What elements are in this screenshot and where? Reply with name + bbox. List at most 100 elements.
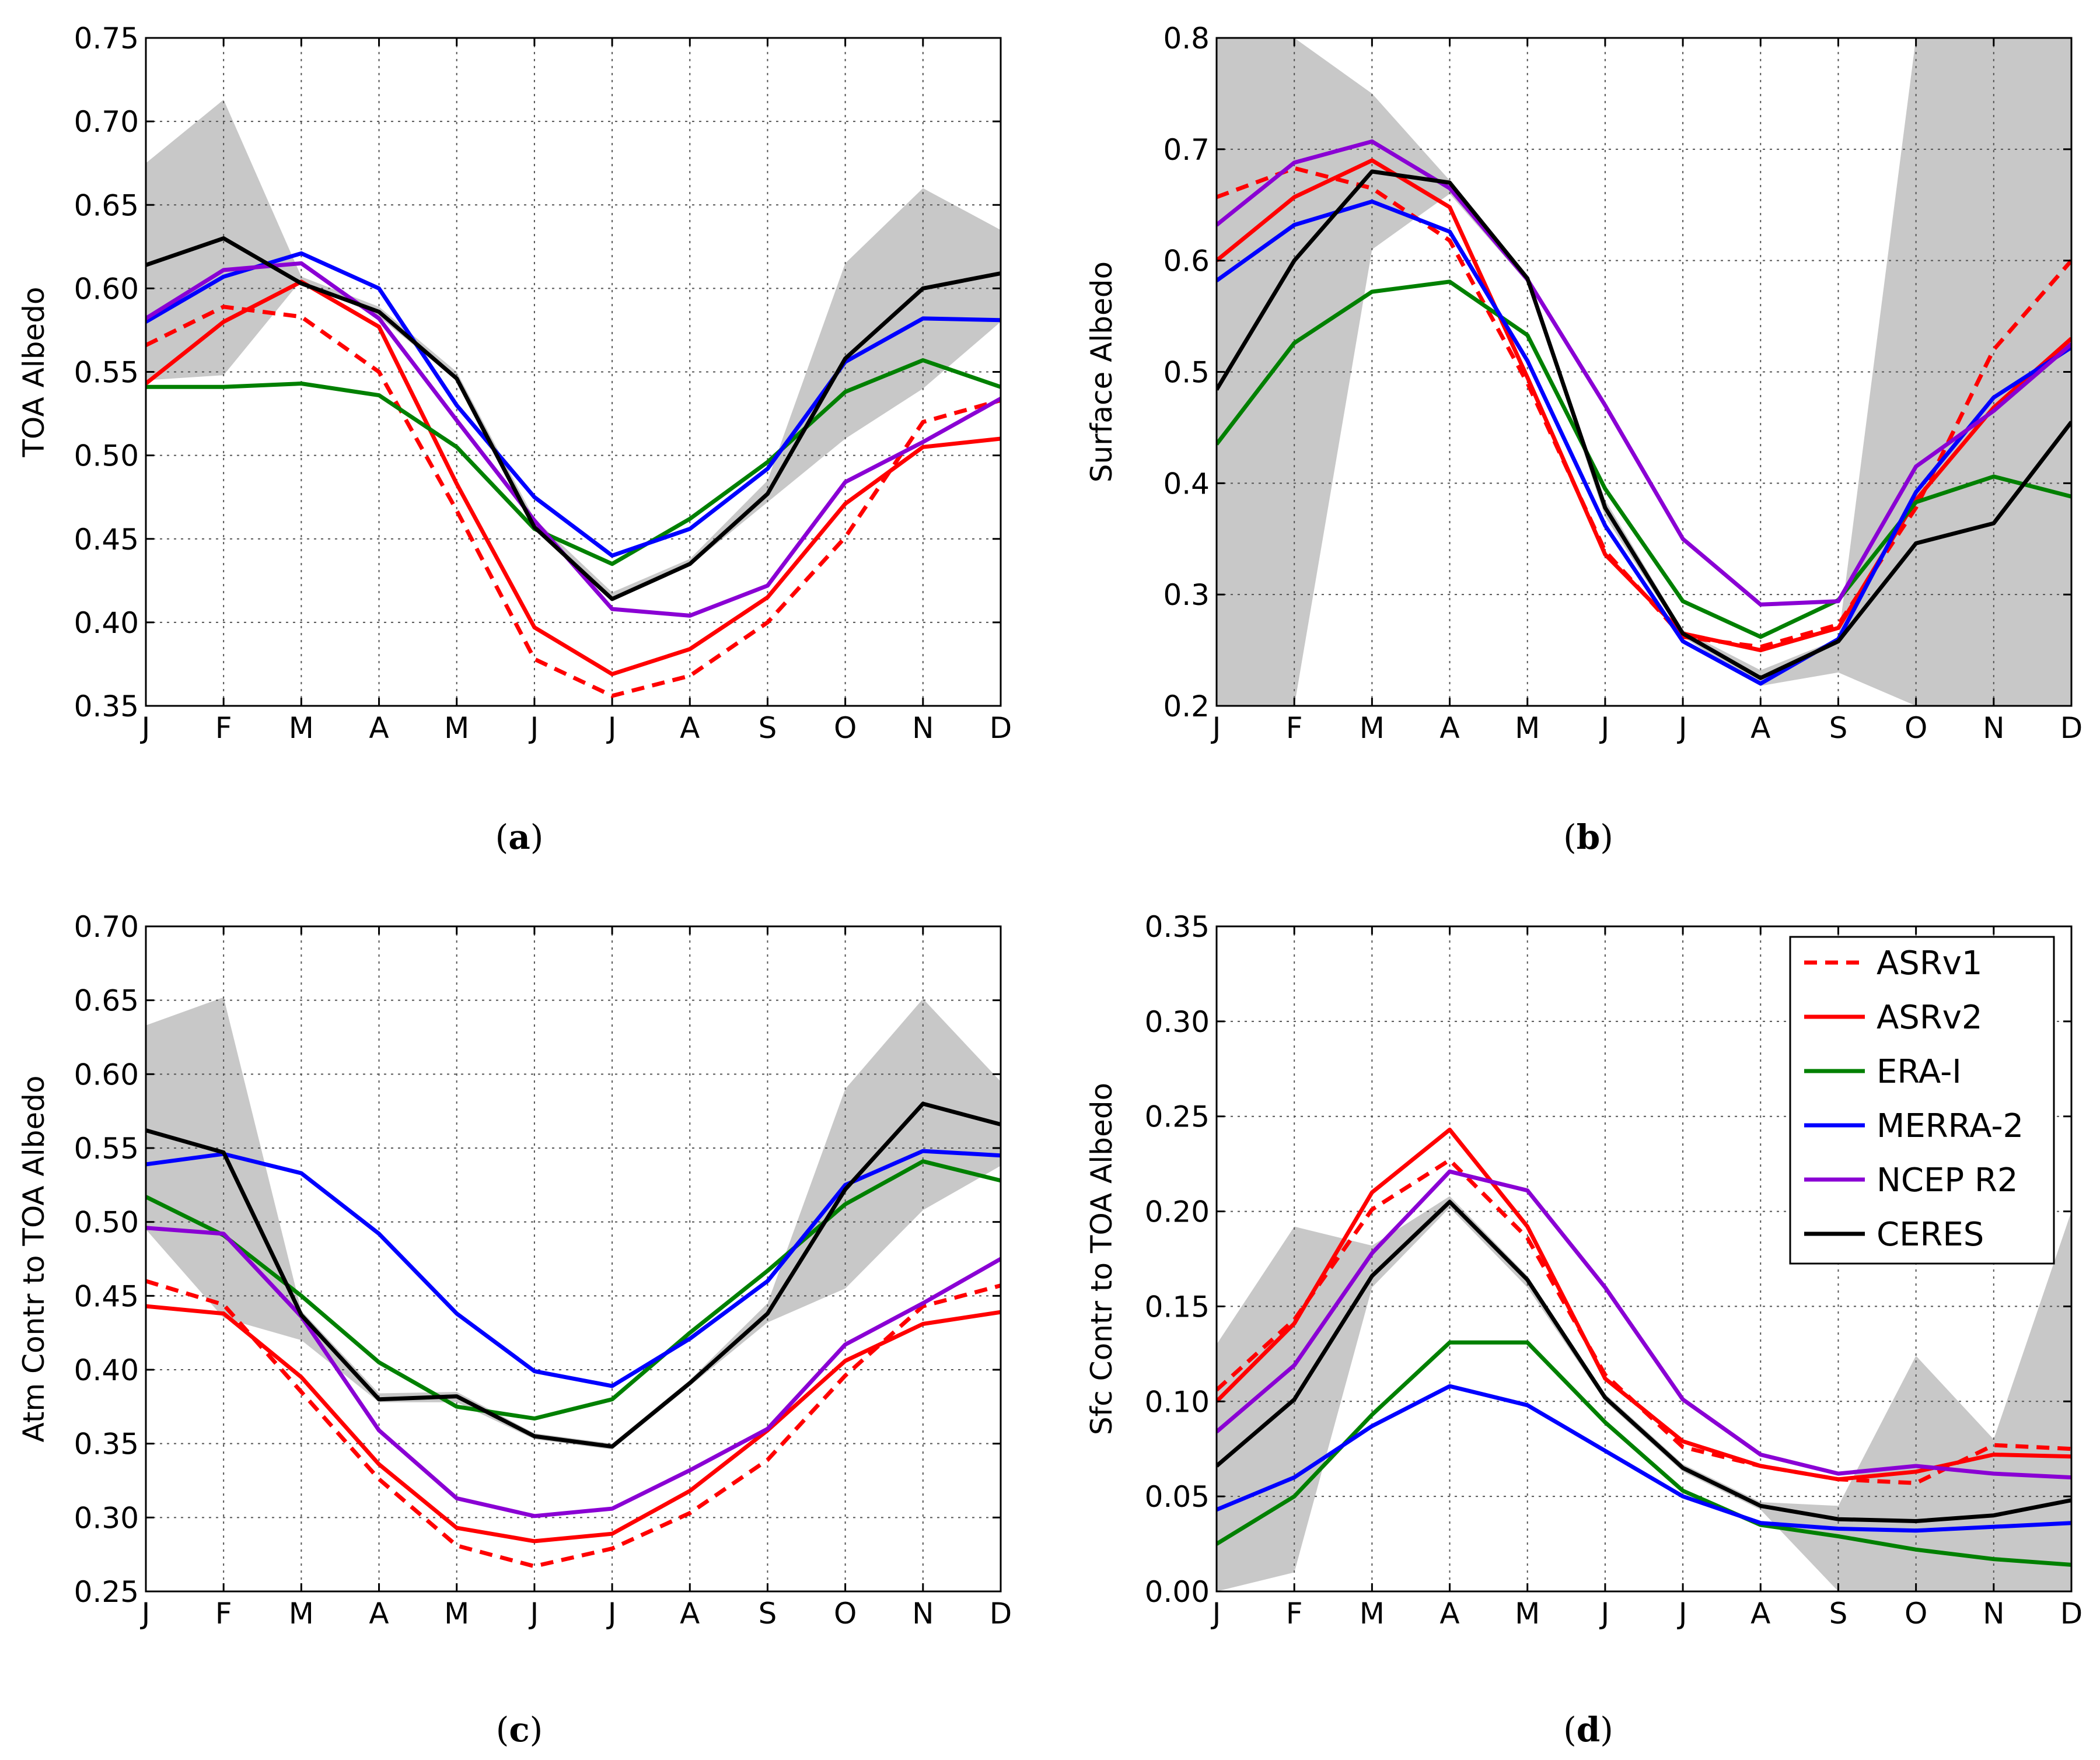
- x-tick-label: J: [1677, 711, 1687, 745]
- panel-c: J F M A M J J A S O N D 0.25 0.30 0.35 0.40 0.45 0.50 0.55…: [17, 910, 1012, 1630]
- y-tick-label: 0.5: [1163, 356, 1210, 390]
- series-ceres: [146, 236, 1001, 601]
- x-tick-label: O: [1905, 1597, 1927, 1630]
- x-tick-label: J: [1599, 1597, 1610, 1630]
- y-tick-label: 0.10: [1145, 1385, 1210, 1419]
- legend-label-asrv1: ASRv1: [1877, 944, 1983, 982]
- y-tick-label: 0.2: [1163, 690, 1210, 723]
- series-ceres: [1217, 1199, 2071, 1523]
- x-tick-label: M: [1360, 711, 1385, 745]
- y-tick-label: 0.60: [74, 1058, 139, 1091]
- series-ncep-r2: [1217, 1169, 2071, 1480]
- x-tick-label: S: [1829, 1597, 1848, 1630]
- x-tick-label: A: [1439, 1597, 1459, 1630]
- series-merra-2: [146, 1149, 1001, 1388]
- caption-b: (b): [1563, 817, 1613, 857]
- x-tick-label: M: [1515, 711, 1540, 745]
- y-tick-label: 0.75: [74, 22, 139, 55]
- y-tick-label: 0.35: [74, 690, 139, 723]
- y-tick-label: 0.35: [1145, 910, 1210, 944]
- y-axis-label: TOA Albedo: [17, 286, 51, 457]
- y-tick-label: 0.45: [74, 1279, 139, 1313]
- y-tick-label: 0.00: [1145, 1575, 1210, 1609]
- x-tick-label: J: [140, 1597, 151, 1630]
- legend-label-ncep-r2: NCEP R2: [1877, 1161, 2018, 1199]
- series-merra-2: [1217, 1384, 2071, 1533]
- x-tick-label: D: [2060, 1597, 2083, 1630]
- x-tick-label: J: [1211, 711, 1221, 745]
- x-tick-label: S: [759, 1597, 777, 1630]
- x-tick-label: O: [834, 711, 857, 745]
- plot-area: [146, 38, 1001, 706]
- x-tick-label: J: [529, 711, 539, 745]
- y-tick-label: 0.4: [1163, 467, 1210, 501]
- legend-label-era-i: ERA-I: [1877, 1053, 1962, 1091]
- x-tick-label: J: [1599, 711, 1610, 745]
- y-tick-label: 0.20: [1145, 1195, 1210, 1229]
- series-asrv1: [146, 305, 1001, 698]
- series-ncep-r2: [146, 1226, 1001, 1518]
- y-tick-label: 0.8: [1163, 22, 1210, 55]
- x-tick-label: F: [215, 711, 232, 745]
- x-tick-label: N: [912, 711, 934, 745]
- plot-area: [1217, 38, 2071, 706]
- plot-area: [1217, 926, 2071, 1591]
- x-tick-label: M: [444, 1597, 469, 1630]
- y-tick-label: 0.70: [74, 910, 139, 944]
- y-axis-label: Sfc Contr to TOA Albedo: [1085, 1083, 1119, 1435]
- y-tick-label: 0.65: [74, 984, 139, 1018]
- series-ncep-r2: [1217, 139, 2071, 607]
- y-tick-label: 0.30: [74, 1501, 139, 1535]
- series-era-i: [1217, 279, 2071, 639]
- caption-d: (d): [1563, 1710, 1613, 1749]
- x-tick-label: D: [2060, 711, 2083, 745]
- y-tick-label: 0.55: [74, 356, 139, 390]
- x-tick-label: A: [1439, 711, 1459, 745]
- y-tick-label: 0.35: [74, 1427, 139, 1461]
- x-tick-label: A: [369, 711, 389, 745]
- y-tick-label: 0.05: [1145, 1480, 1210, 1514]
- x-tick-label: A: [1750, 1597, 1770, 1630]
- y-tick-label: 0.45: [74, 523, 139, 557]
- uncertainty-band: [146, 997, 1001, 1450]
- uncertainty-band: [146, 99, 1001, 599]
- x-tick-label: J: [1211, 1597, 1221, 1630]
- series-ceres: [146, 1101, 1001, 1449]
- series-asrv2: [146, 1304, 1001, 1544]
- legend-frame: [1789, 936, 2055, 1265]
- y-tick-label: 0.30: [1145, 1005, 1210, 1039]
- y-tick-label: 0.60: [74, 272, 139, 306]
- uncertainty-band: [1217, 38, 2071, 706]
- legend-label-asrv2: ASRv2: [1877, 999, 1983, 1037]
- y-tick-label: 0.40: [74, 1353, 139, 1387]
- x-tick-label: S: [1829, 711, 1848, 745]
- legend-label-merra-2: MERRA-2: [1877, 1107, 2024, 1145]
- caption-a: (a): [495, 817, 544, 857]
- y-tick-label: 0.7: [1163, 133, 1210, 167]
- x-tick-label: N: [912, 1597, 934, 1630]
- series-ceres: [1217, 169, 2071, 680]
- x-tick-label: M: [1515, 1597, 1540, 1630]
- series-asrv2: [146, 279, 1001, 677]
- x-tick-label: F: [1286, 711, 1303, 745]
- plot-frame: [145, 925, 1002, 1593]
- series-asrv1: [146, 1279, 1001, 1569]
- x-tick-label: J: [529, 1597, 539, 1630]
- series-merra-2: [146, 251, 1001, 558]
- x-tick-label: N: [1983, 711, 2004, 745]
- x-tick-label: J: [606, 1597, 617, 1630]
- series-merra-2: [1217, 200, 2071, 686]
- x-tick-label: F: [1286, 1597, 1303, 1630]
- x-tick-label: A: [680, 711, 700, 745]
- legend-label-ceres: CERES: [1877, 1216, 1984, 1254]
- panel-a: J F M A M J J A S O N D 0.35 0.40 0.45 0.50 0.55 0.60 0.65…: [17, 22, 1012, 745]
- y-tick-label: 0.6: [1163, 244, 1210, 278]
- y-axis-label: Atm Contr to TOA Albedo: [17, 1076, 51, 1443]
- x-tick-label: N: [1983, 1597, 2004, 1630]
- y-axis-label: Surface Albedo: [1085, 261, 1119, 482]
- panel-b: J F M A M J J A S O N D 0.2 0.3 0.4 0.5 0.6 0.7 0.8 Surface…: [1085, 22, 2082, 745]
- x-tick-label: J: [1677, 1597, 1687, 1630]
- y-tick-label: 0.25: [74, 1575, 139, 1609]
- x-tick-label: D: [990, 711, 1012, 745]
